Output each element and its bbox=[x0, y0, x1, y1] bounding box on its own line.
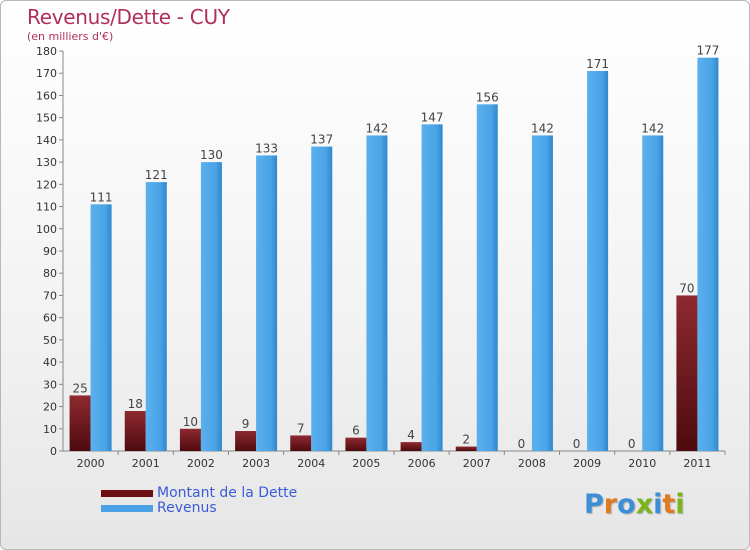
debt-value-label: 0 bbox=[518, 437, 526, 451]
revenue-bar bbox=[697, 57, 719, 452]
logo-letter: x bbox=[635, 489, 654, 520]
y-tick-label: 160 bbox=[36, 89, 57, 102]
debt-value-label: 9 bbox=[242, 417, 250, 431]
debt-value-label: 0 bbox=[628, 437, 636, 451]
debt-value-label: 70 bbox=[679, 281, 694, 295]
x-tick-label: 2000 bbox=[77, 457, 105, 470]
revenue-bar bbox=[145, 182, 167, 451]
debt-value-label: 6 bbox=[352, 424, 360, 438]
revenue-value-label: 137 bbox=[310, 133, 333, 147]
chart-subtitle: (en milliers d'€) bbox=[27, 30, 114, 43]
revenue-bar bbox=[476, 104, 498, 451]
revenue-value-label: 156 bbox=[476, 90, 499, 104]
y-tick-label: 100 bbox=[36, 223, 57, 236]
logo-letter: o bbox=[617, 489, 636, 520]
revenue-bar bbox=[642, 135, 664, 451]
revenue-value-label: 142 bbox=[365, 121, 388, 135]
y-tick-label: 170 bbox=[36, 67, 57, 80]
debt-value-label: 25 bbox=[72, 381, 87, 395]
debt-bar bbox=[124, 411, 146, 451]
x-tick-label: 2008 bbox=[518, 457, 546, 470]
debt-value-label: 2 bbox=[462, 433, 470, 447]
debt-bar bbox=[179, 428, 201, 451]
x-tick-label: 2009 bbox=[573, 457, 601, 470]
y-tick-label: 20 bbox=[43, 401, 57, 414]
revenue-value-label: 147 bbox=[421, 110, 444, 124]
y-tick-label: 110 bbox=[36, 201, 57, 214]
revenue-value-label: 130 bbox=[200, 148, 223, 162]
x-tick-label: 2002 bbox=[187, 457, 215, 470]
y-tick-label: 80 bbox=[43, 267, 57, 280]
y-tick-label: 120 bbox=[36, 178, 57, 191]
debt-value-label: 4 bbox=[407, 428, 415, 442]
y-tick-label: 130 bbox=[36, 156, 57, 169]
debt-bar bbox=[400, 442, 422, 451]
revenue-bar bbox=[587, 71, 609, 451]
y-tick-label: 60 bbox=[43, 312, 57, 325]
legend-label-debt: Montant de la Dette bbox=[157, 485, 298, 501]
logo-letter: r bbox=[603, 489, 618, 520]
revenue-bar bbox=[311, 146, 333, 452]
debt-bar bbox=[69, 395, 91, 451]
legend-swatch-debt bbox=[101, 490, 153, 497]
debt-bar bbox=[455, 446, 477, 451]
revenue-value-label: 133 bbox=[255, 141, 278, 155]
y-tick-label: 90 bbox=[43, 245, 57, 258]
revenue-value-label: 121 bbox=[145, 168, 168, 182]
revenue-value-label: 171 bbox=[586, 57, 609, 71]
revenue-bar bbox=[256, 155, 278, 451]
logo-letter: P bbox=[584, 489, 604, 520]
x-tick-label: 2001 bbox=[132, 457, 160, 470]
revenue-bar bbox=[90, 204, 112, 451]
y-tick-label: 0 bbox=[50, 445, 57, 458]
y-tick-label: 30 bbox=[43, 378, 57, 391]
y-tick-label: 40 bbox=[43, 356, 57, 369]
legend-swatch-revenue bbox=[101, 505, 153, 512]
revenue-value-label: 142 bbox=[641, 121, 664, 135]
x-tick-label: 2004 bbox=[297, 457, 325, 470]
legend-label-revenue: Revenus bbox=[157, 500, 217, 516]
debt-value-label: 18 bbox=[128, 397, 143, 411]
y-tick-label: 70 bbox=[43, 289, 57, 302]
y-tick-label: 10 bbox=[43, 423, 57, 436]
x-tick-label: 2005 bbox=[352, 457, 380, 470]
revenue-value-label: 142 bbox=[531, 121, 554, 135]
debt-bar bbox=[345, 437, 367, 451]
debt-bar bbox=[676, 295, 698, 451]
revenue-bar bbox=[200, 162, 222, 451]
revenue-bar bbox=[366, 135, 388, 451]
revenue-value-label: 111 bbox=[90, 190, 113, 204]
proxiti-logo: Proxiti bbox=[584, 489, 685, 520]
logo-letter: i bbox=[653, 489, 663, 520]
debt-bar bbox=[290, 435, 312, 451]
debt-value-label: 0 bbox=[573, 437, 581, 451]
logo-letter: i bbox=[675, 489, 685, 520]
debt-value-label: 7 bbox=[297, 421, 305, 435]
chart-title: Revenus/Dette - CUY bbox=[27, 5, 230, 29]
x-tick-label: 2011 bbox=[683, 457, 711, 470]
x-tick-label: 2006 bbox=[408, 457, 436, 470]
revenue-value-label: 177 bbox=[696, 44, 719, 58]
y-tick-label: 150 bbox=[36, 112, 57, 125]
y-tick-label: 50 bbox=[43, 334, 57, 347]
debt-bar bbox=[235, 431, 257, 451]
revenue-bar bbox=[421, 124, 443, 451]
logo-letter: t bbox=[662, 489, 676, 520]
y-tick-label: 140 bbox=[36, 134, 57, 147]
x-tick-label: 2007 bbox=[463, 457, 491, 470]
debt-value-label: 10 bbox=[183, 415, 198, 429]
y-tick-label: 180 bbox=[36, 45, 57, 58]
x-tick-label: 2003 bbox=[242, 457, 270, 470]
revenue-bar bbox=[531, 135, 553, 451]
x-tick-label: 2010 bbox=[628, 457, 656, 470]
